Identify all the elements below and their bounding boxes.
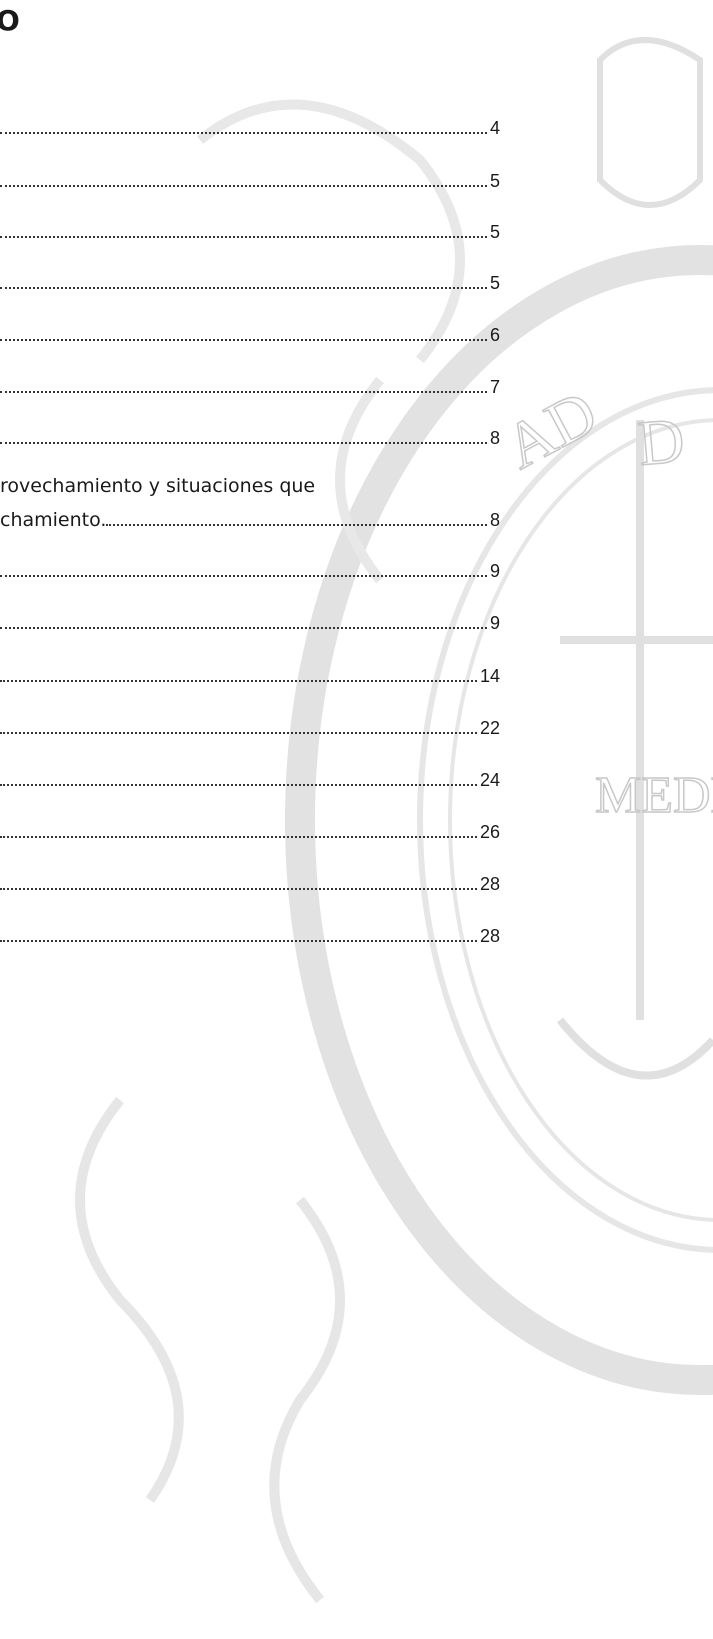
dot-leader [0,391,487,393]
dot-leader [0,784,477,786]
toc-entry: 5 [0,169,500,193]
page-number: 5 [490,169,500,193]
dot-leader [0,339,487,341]
toc-entry: 22 [0,716,500,740]
dot-leader [0,132,487,134]
dot-leader [0,236,487,238]
dot-leader [0,836,477,838]
watermark-word: MEDEL [595,767,713,824]
toc-entry: 24 [0,768,500,792]
page-number: 26 [480,820,500,844]
page: O ADDMEDEL 4555678rovechamiento y situac… [0,0,713,1639]
dot-leader [0,287,487,289]
toc-entry: 26 [0,820,500,844]
dot-leader [106,524,487,526]
toc-entry: 5 [0,271,500,295]
toc-entry: 28 [0,924,500,948]
page-number: 4 [490,116,500,140]
page-number: 24 [480,768,500,792]
dot-leader [0,940,477,942]
page-number: 14 [480,664,500,688]
watermark-word: D [635,404,687,479]
dot-leader [0,575,487,577]
page-number: 7 [490,375,500,399]
entry-text: rovechamiento y situaciones que [0,474,315,498]
toc-entry: 5 [0,220,500,244]
page-number: 5 [490,271,500,295]
page-number: 6 [490,323,500,347]
toc-entry: 4 [0,116,500,140]
toc-entry: 8 [0,426,500,450]
toc-entry: chamiento. 8 [0,508,500,532]
dot-leader [0,442,487,444]
watermark-word: AD [493,376,608,482]
dot-leader [0,185,487,187]
dot-leader [0,888,477,890]
page-number: 8 [490,508,500,532]
page-number: 28 [480,924,500,948]
toc-entry: rovechamiento y situaciones que [0,474,500,498]
page-number: 5 [490,220,500,244]
toc-entry: 9 [0,559,500,583]
page-number: 28 [480,872,500,896]
page-number: 8 [490,426,500,450]
dot-leader [0,627,487,629]
entry-text: chamiento. [0,508,106,532]
toc-entry: 14 [0,664,500,688]
toc-entry: 28 [0,872,500,896]
toc-entry: 9 [0,611,500,635]
toc-entry: 7 [0,375,500,399]
toc-entry: 6 [0,323,500,347]
page-number: 9 [490,559,500,583]
dot-leader [0,680,477,682]
page-number: 9 [490,611,500,635]
page-number: 22 [480,716,500,740]
dot-leader [0,732,477,734]
